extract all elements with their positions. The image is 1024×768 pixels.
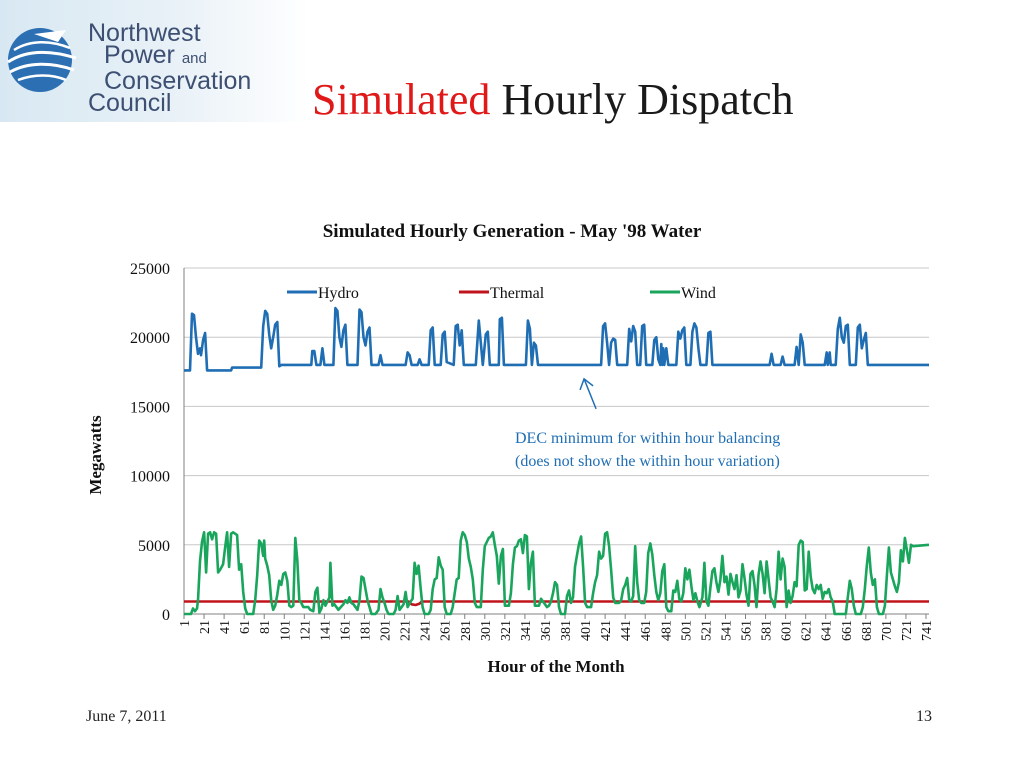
y-tick-label: 0 — [162, 607, 170, 624]
x-tick-label: 521 — [699, 620, 714, 641]
annotation-line-1: DEC minimum for within hour balancing — [515, 430, 780, 447]
logo-line-2-small: and — [181, 50, 207, 67]
x-tick-label: 361 — [539, 620, 554, 641]
x-tick-label: 421 — [599, 620, 614, 641]
x-tick-label: 441 — [619, 620, 634, 641]
annotation-arrow-head — [579, 377, 594, 391]
x-tick-label: 21 — [198, 620, 213, 634]
y-tick-label: 15000 — [130, 399, 170, 416]
logo-line-3: Conservation — [104, 67, 252, 95]
x-tick-label: 561 — [740, 620, 755, 641]
slide-title-rest: Hourly Dispatch — [490, 75, 794, 124]
x-tick-label: 141 — [318, 620, 333, 641]
legend-label-hydro: Hydro — [318, 285, 359, 302]
x-tick-label: 1 — [178, 620, 193, 627]
slide-title-emphasis: Simulated — [312, 75, 491, 124]
logo-line-2: Power and — [88, 41, 251, 70]
x-tick-label: 121 — [298, 620, 313, 641]
x-tick-label: 401 — [579, 620, 594, 641]
legend-label-thermal: Thermal — [490, 285, 545, 302]
x-tick-label: 721 — [900, 620, 915, 641]
x-tick-label: 301 — [479, 620, 494, 641]
y-tick-label: 20000 — [130, 330, 170, 347]
x-tick-label: 101 — [278, 620, 293, 641]
x-axis-title: Hour of the Month — [487, 657, 625, 676]
x-tick-label: 701 — [880, 620, 895, 641]
x-tick-label: 261 — [439, 620, 454, 641]
logo-line-4: Council — [88, 89, 172, 117]
x-tick-label: 381 — [559, 620, 574, 641]
legend-label-wind: Wind — [681, 285, 716, 302]
x-tick-label: 681 — [860, 620, 875, 641]
x-tick-label: 221 — [399, 620, 414, 641]
series-line-hydro — [184, 306, 929, 372]
salmon-logo-icon — [7, 28, 77, 92]
logo-line-2-word: Power — [104, 41, 175, 69]
slide-title: Simulated Hourly Dispatch — [312, 74, 794, 125]
x-tick-label: 321 — [499, 620, 514, 641]
x-tick-label: 61 — [238, 620, 253, 634]
y-axis-title: Megawatts — [86, 415, 105, 495]
x-tick-label: 481 — [659, 620, 674, 641]
x-tick-label: 661 — [840, 620, 855, 641]
logo-band: Northwest Power and Conservation Council — [0, 0, 310, 122]
x-tick-label: 201 — [379, 620, 394, 641]
y-tick-label: 25000 — [130, 261, 170, 278]
x-tick-label: 461 — [639, 620, 654, 641]
y-tick-label: 10000 — [130, 469, 170, 486]
logo-line-1: Northwest — [88, 19, 201, 47]
chart-title: Simulated Hourly Generation - May '98 Wa… — [323, 221, 702, 242]
x-tick-label: 541 — [719, 620, 734, 641]
page-number: 13 — [916, 708, 932, 725]
x-tick-label: 601 — [780, 620, 795, 641]
x-tick-label: 641 — [820, 620, 835, 641]
series-line-thermal — [184, 600, 929, 607]
footer-date: June 7, 2011 — [86, 708, 167, 725]
x-tick-label: 581 — [760, 620, 775, 641]
x-tick-label: 41 — [218, 620, 233, 634]
logo-text: Northwest Power and Conservation Council — [88, 19, 252, 117]
x-tick-label: 501 — [679, 620, 694, 641]
x-tick-label: 741 — [920, 620, 935, 641]
x-tick-label: 181 — [358, 620, 373, 641]
x-tick-label: 241 — [419, 620, 434, 641]
y-tick-label: 5000 — [138, 538, 170, 555]
annotation-line-2: (does not show the within hour variation… — [515, 453, 780, 470]
x-tick-label: 81 — [258, 620, 273, 634]
annotation-arrow-shaft — [583, 378, 597, 410]
x-tick-label: 161 — [338, 620, 353, 641]
x-tick-label: 621 — [800, 620, 815, 641]
x-tick-label: 281 — [459, 620, 474, 641]
x-tick-label: 341 — [519, 620, 534, 641]
series-line-wind — [184, 530, 930, 616]
